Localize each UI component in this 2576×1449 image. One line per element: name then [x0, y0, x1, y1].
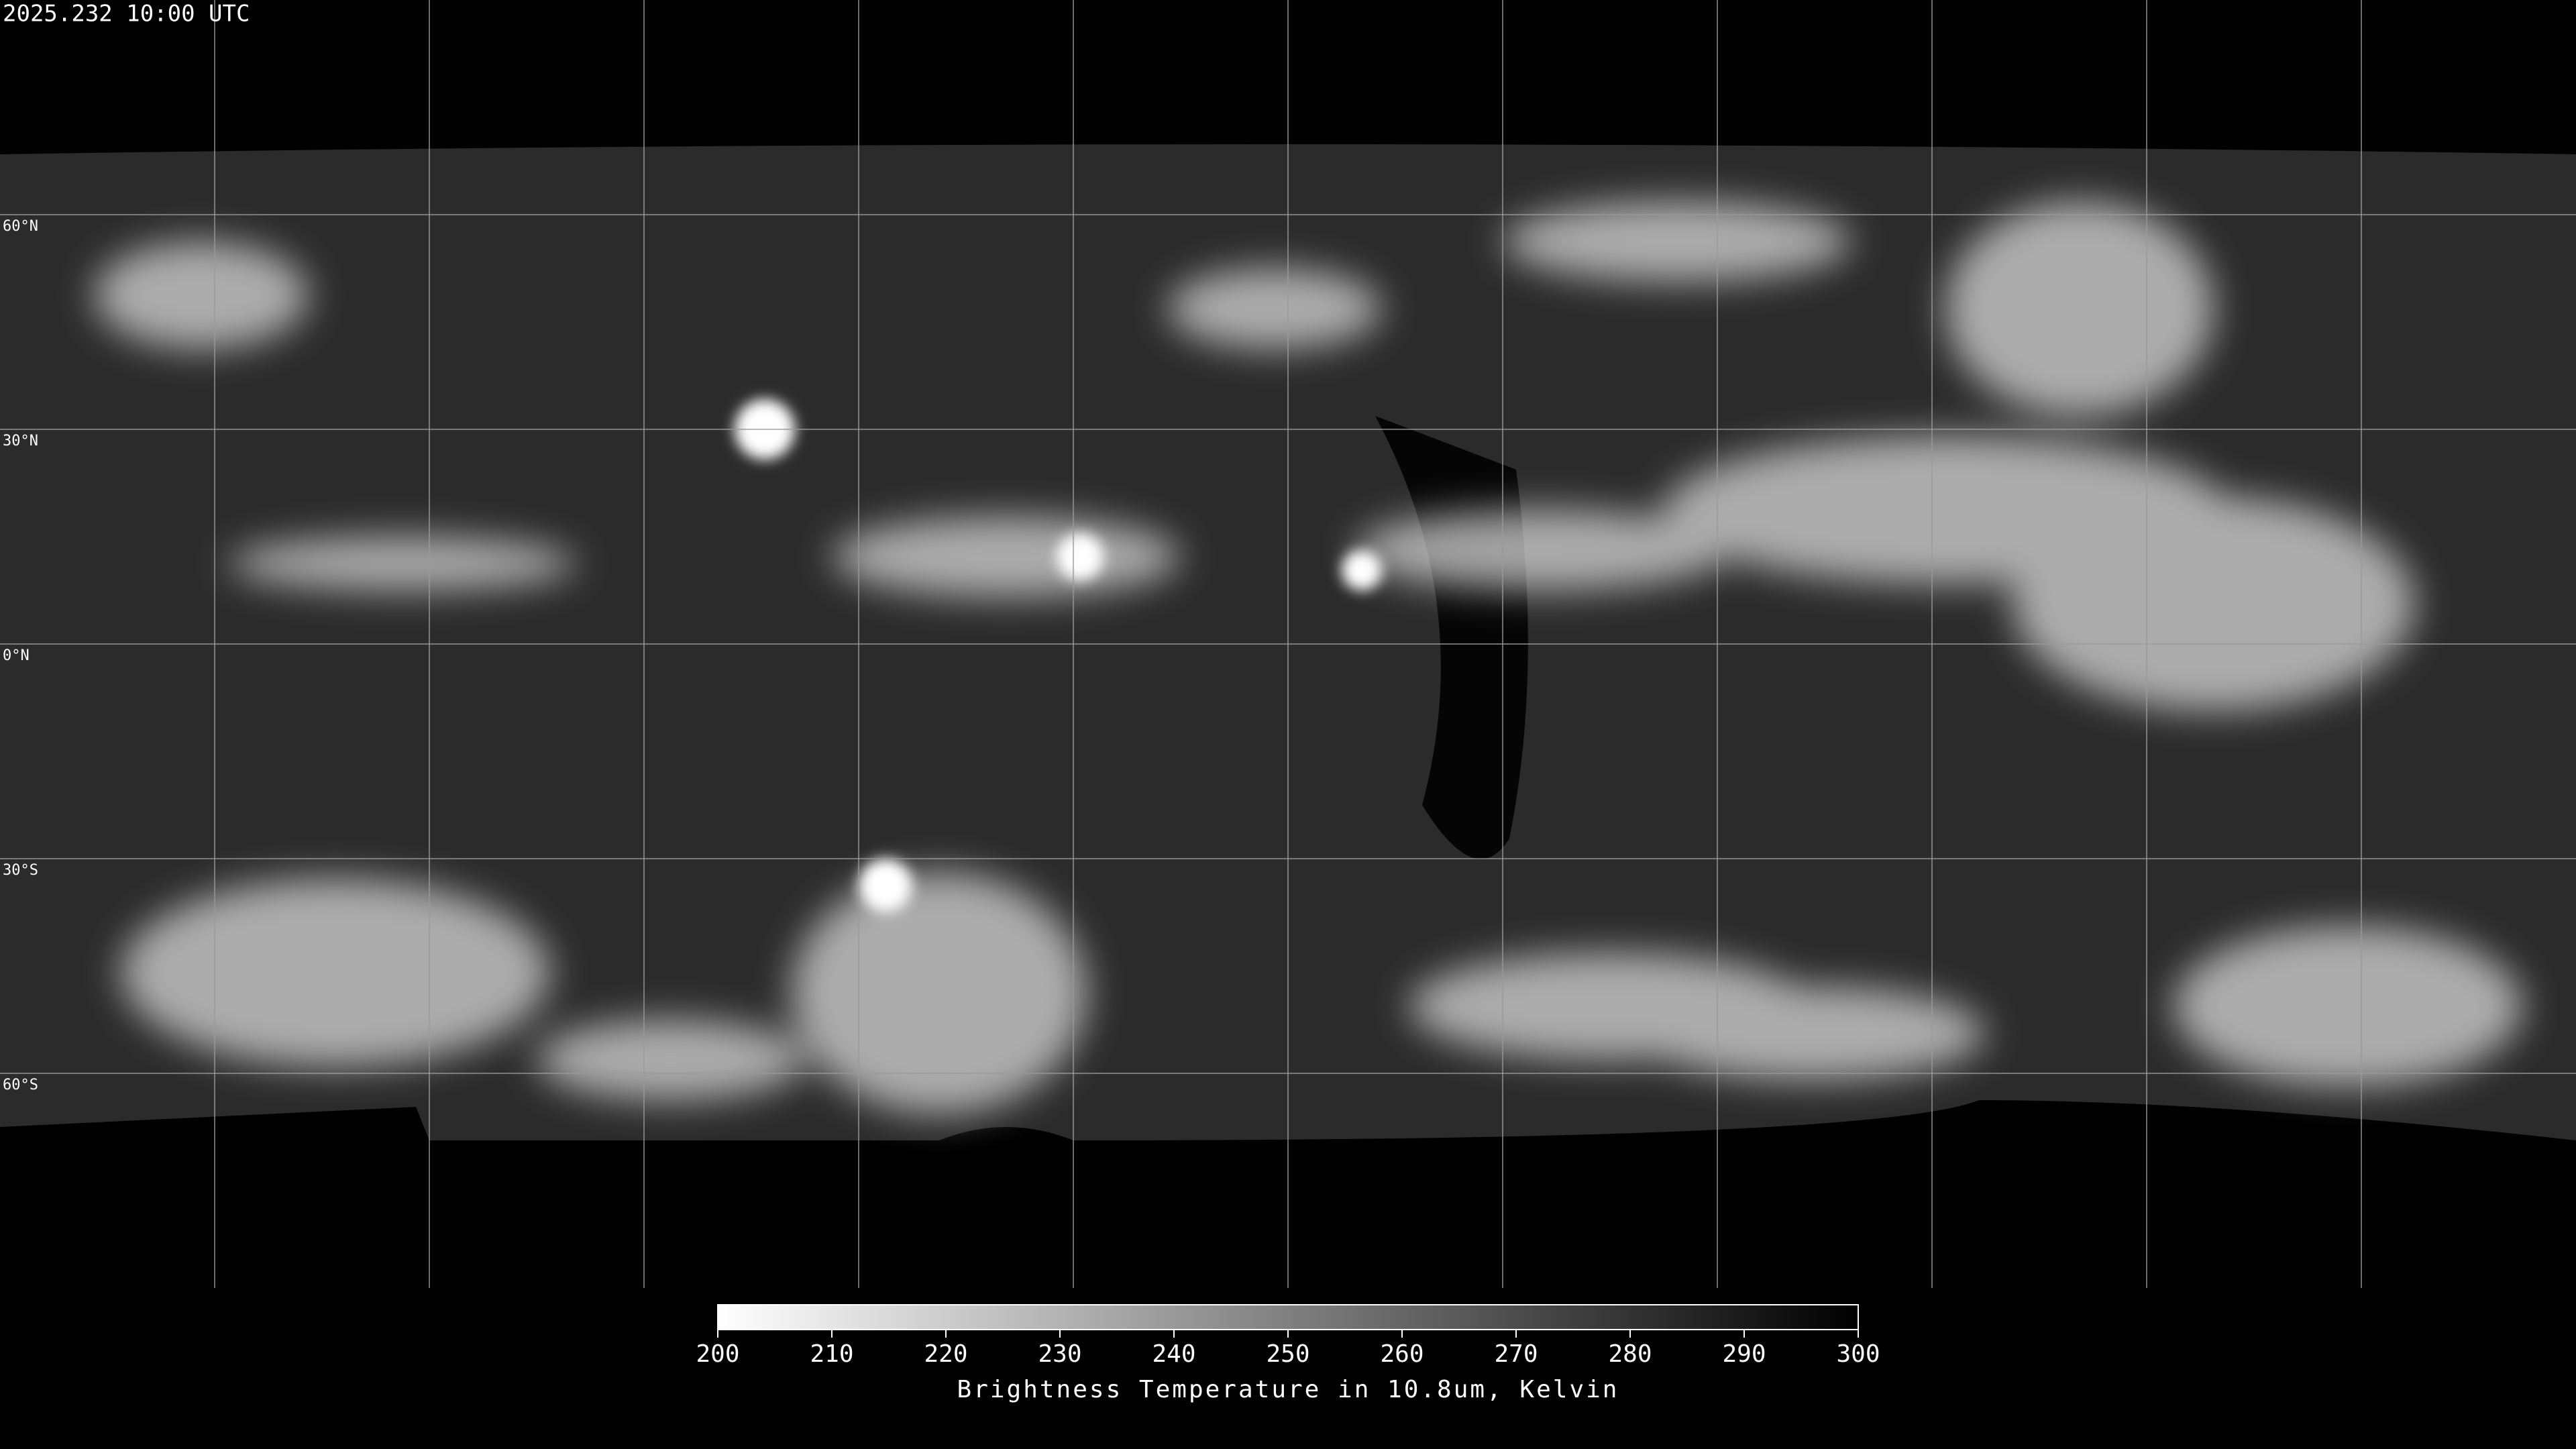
colorbar-tick-label: 300 — [1836, 1340, 1880, 1368]
colorbar-gradient — [717, 1304, 1859, 1330]
map: 60°N 30°N 0°N 30°S 60°S — [0, 0, 2576, 1288]
latitude-label: 30°S — [3, 862, 38, 879]
colorbar-tick-label: 230 — [1038, 1340, 1081, 1368]
latitude-label: 60°N — [3, 218, 38, 235]
graticule — [0, 0, 2576, 1288]
colorbar-tick-label: 290 — [1722, 1340, 1766, 1368]
colorbar-tick-label: 260 — [1380, 1340, 1424, 1368]
latitude-label: 0°N — [3, 647, 30, 664]
colorbar-tick-label: 270 — [1494, 1340, 1538, 1368]
colorbar-tick-label: 250 — [1266, 1340, 1309, 1368]
colorbar-tick-label: 210 — [810, 1340, 853, 1368]
colorbar-tick-label: 200 — [696, 1340, 739, 1368]
timestamp: 2025.232 10:00 UTC — [3, 1, 250, 28]
cloud-fields — [94, 201, 2522, 1114]
latitude-labels: 60°N 30°N 0°N 30°S 60°S — [3, 218, 38, 1093]
colorbar-tick-label: 240 — [1152, 1340, 1195, 1368]
latitude-label: 60°S — [3, 1077, 38, 1093]
colorbar-title: Brightness Temperature in 10.8um, Kelvin — [957, 1376, 1619, 1403]
colorbar-tick-label: 280 — [1608, 1340, 1652, 1368]
colorbar-tick-label: 220 — [924, 1340, 967, 1368]
latitude-label: 30°N — [3, 433, 38, 449]
colorbar: 200 210 220 230 240 250 260 270 280 290 300 Brightn… — [696, 1304, 1880, 1403]
